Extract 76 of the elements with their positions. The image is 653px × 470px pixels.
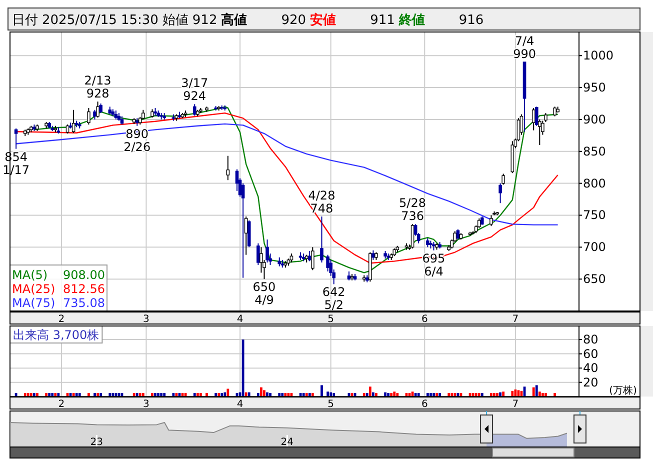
x-tick-label: 2 — [58, 399, 65, 410]
candlestick — [553, 106, 556, 117]
candlestick — [498, 182, 502, 204]
candlestick — [96, 101, 100, 118]
x-tick-label: 3 — [143, 314, 150, 325]
bar — [226, 388, 230, 397]
x-tick-label: 24 — [280, 437, 294, 448]
candlestick — [266, 238, 269, 263]
bar — [320, 385, 323, 397]
x-tick-label: 5 — [328, 399, 334, 410]
y-tick-label: 80 — [583, 332, 598, 347]
y-axis-title: (万株) — [609, 384, 637, 397]
bar — [538, 392, 541, 397]
x-tick-label: 2 — [58, 314, 65, 325]
y-tick-label: 60 — [583, 346, 598, 361]
candlestick — [244, 216, 248, 256]
candlestick — [93, 109, 96, 120]
annotation: 5/28 736 — [399, 196, 426, 224]
x-tick-label: 3 — [143, 399, 150, 410]
x-tick-label: 4 — [236, 314, 244, 325]
chart-title: 出来高 3,700株 — [13, 328, 100, 342]
bar — [260, 387, 262, 397]
x-tick-label: 23 — [90, 437, 104, 448]
candlestick — [490, 214, 493, 227]
annotation: 3/17 924 — [181, 76, 208, 104]
annotation: 7/4 990 — [513, 34, 536, 62]
bar — [532, 387, 535, 397]
y-tick-label: 950 — [583, 80, 606, 95]
candlestick — [226, 155, 230, 181]
y-tick-label: 850 — [583, 144, 606, 158]
candlestick — [534, 106, 538, 126]
x-tick-label: 6 — [421, 399, 428, 410]
y-tick-label: 700 — [583, 240, 606, 254]
candlestick — [72, 109, 76, 134]
text: MA(25) 812.56 — [12, 282, 105, 296]
bar — [263, 390, 266, 397]
y-tick-label: 900 — [583, 112, 606, 126]
candlestick — [320, 216, 324, 263]
y-tick-label: 750 — [583, 208, 606, 222]
text: MA(5) 908.00 — [12, 268, 105, 282]
candlestick — [256, 242, 260, 266]
y-tick-label: 800 — [583, 176, 606, 190]
y-tick-label: 40 — [583, 361, 598, 376]
candlestick — [456, 228, 460, 240]
y-tick-label: 20 — [583, 375, 598, 390]
candlestick — [538, 118, 542, 146]
candlestick — [87, 107, 90, 126]
y-tick-label: 1000 — [583, 48, 614, 63]
candlestick — [532, 107, 536, 131]
text: MA(75) 735.08 — [12, 296, 105, 310]
candlestick — [502, 173, 505, 186]
annotation: 2/13 928 — [84, 74, 112, 101]
annotation: 650 4/9 — [252, 280, 276, 308]
y-tick-label: 650 — [583, 272, 606, 286]
bar — [368, 386, 372, 397]
candlestick — [192, 104, 196, 116]
x-tick-label: 7 — [512, 399, 519, 410]
x-tick-label: 7 — [512, 314, 519, 325]
candlestick — [410, 224, 414, 249]
chart-title: 日付 2025/07/15 15:30 始値 912 高値 920 安値 911 終値 916 — [12, 13, 484, 28]
bar — [511, 390, 514, 397]
x-tick-label: 5 — [328, 314, 334, 325]
candlestick — [99, 103, 102, 114]
annotation: 642 5/2 — [322, 285, 346, 312]
bar — [535, 385, 538, 397]
bar — [326, 392, 329, 397]
candlestick — [326, 254, 330, 272]
bar — [393, 392, 396, 397]
bar — [514, 389, 517, 397]
candlestick — [308, 250, 312, 262]
candlestick — [311, 246, 314, 271]
x-tick-label: 4 — [236, 399, 244, 410]
candlestick — [14, 128, 18, 150]
candlestick — [372, 250, 375, 260]
bar — [502, 392, 505, 397]
x-tick-label: 6 — [421, 314, 428, 325]
